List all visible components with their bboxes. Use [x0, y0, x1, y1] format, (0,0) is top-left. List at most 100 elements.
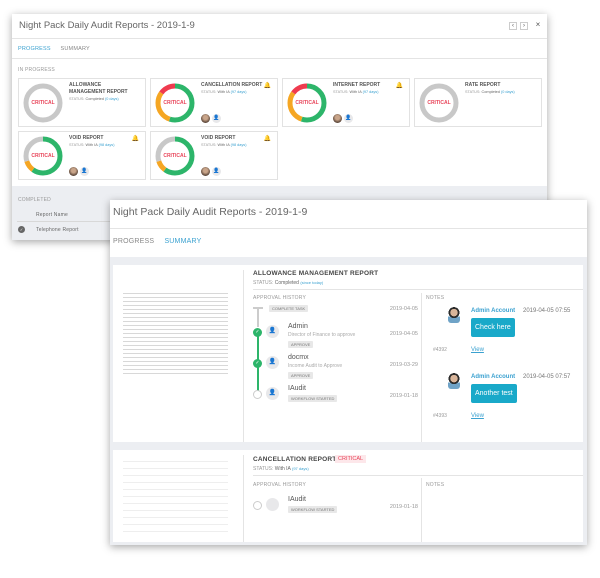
avatar — [201, 167, 210, 176]
note-id: #4393 — [433, 413, 447, 419]
status-badge: APPROVE — [288, 372, 314, 379]
progress-donut — [155, 136, 195, 176]
card-title: INTERNET REPORT STATUS: With IA (97 days… — [333, 82, 397, 96]
history-item: ✓ 👤 docmx Income Audit to Approve APPROVE… — [253, 354, 418, 379]
bell-icon[interactable]: 🔔 — [395, 83, 403, 89]
critical-label: CRITICAL — [163, 153, 187, 159]
history-user: docmx — [288, 354, 309, 361]
user-placeholder-icon: 👤 — [212, 114, 221, 123]
user-placeholder-icon: 👤 — [80, 167, 89, 176]
note-bubble: Another test — [471, 384, 517, 403]
status-badge: APPROVE — [288, 341, 314, 348]
chevron-right-icon[interactable]: › — [520, 22, 528, 30]
critical-label: CRITICAL — [31, 100, 55, 106]
user-avatar-icon: 👤 — [266, 325, 279, 338]
history-user: IAudit — [288, 385, 306, 392]
close-icon[interactable]: × — [535, 20, 541, 29]
card-status: STATUS: With IA (98 days) — [201, 143, 247, 147]
user-avatar — [266, 498, 279, 511]
user-avatar-icon: 👤 — [266, 356, 279, 369]
history-user: IAudit — [288, 496, 306, 503]
view-link[interactable]: View — [471, 347, 484, 353]
history-item: 👤 IAudit WORKFLOW STARTED 2019-01-18 — [253, 385, 418, 402]
history-date: 2019-01-18 — [389, 393, 418, 399]
history-date: 2019-03-29 — [389, 362, 418, 368]
report-card[interactable]: CRITICAL VOID REPORT STATUS: With IA (98… — [18, 131, 146, 180]
view-link[interactable]: View — [471, 413, 484, 419]
report-card[interactable]: CRITICAL INTERNET REPORT STATUS: With IA… — [282, 78, 410, 127]
progress-donut — [155, 83, 195, 123]
donut-segment-orange — [155, 83, 195, 123]
card-title: VOID REPORT STATUS: With IA (98 days) — [201, 135, 265, 149]
card-title: RATE REPORT STATUS: Completed (0 days) — [465, 82, 529, 96]
card-title: ALLOWANCE MANAGEMENT REPORT STATUS: Comp… — [69, 82, 133, 103]
note-item: Admin Account 2019-04-05 07:55 Check her… — [433, 307, 583, 367]
report-status: STATUS: Completed (since today) — [253, 280, 324, 286]
note-bubble: Check here — [471, 318, 515, 337]
history-item: IAudit WORKFLOW STARTED 2019-01-18 — [253, 496, 418, 513]
donut-segment-gray — [23, 136, 63, 176]
dialog-title: Night Pack Daily Audit Reports - 2019-1-… — [19, 20, 195, 31]
note-id: #4392 — [433, 347, 447, 353]
report-name: Telephone Report — [36, 227, 79, 233]
tab-progress[interactable]: PROGRESS — [18, 46, 51, 52]
history-item: COMPLETE TASK 2019-04-05 — [253, 305, 418, 319]
user-placeholder-icon: 👤 — [344, 114, 353, 123]
report-card-cancellation: CANCELLATION REPORT CRITICAL STATUS: Wit… — [113, 450, 583, 542]
status-badge: WORKFLOW STARTED — [288, 506, 338, 513]
bell-icon[interactable]: 🔔 — [131, 136, 139, 142]
history-date: 2019-04-05 — [389, 331, 418, 337]
history-desc: Income Audit to Approve — [288, 363, 343, 369]
note-author[interactable]: Admin Account — [471, 308, 516, 314]
bell-icon[interactable]: 🔔 — [263, 83, 271, 89]
notes-label: NOTES — [426, 482, 445, 488]
in-progress-label: IN PROGRESS — [18, 67, 55, 73]
note-time: 2019-04-05 07:55 — [523, 308, 571, 314]
report-title: CANCELLATION REPORT — [253, 456, 337, 463]
tab-progress[interactable]: PROGRESS — [113, 238, 155, 245]
card-status: STATUS: Completed (0 days) — [69, 97, 119, 101]
dialog-title: Night Pack Daily Audit Reports - 2019-1-… — [113, 206, 308, 218]
author-avatar — [448, 307, 460, 323]
card-title: VOID REPORT STATUS: With IA (98 days) — [69, 135, 133, 149]
report-thumbnail[interactable] — [123, 290, 228, 375]
history-item: ✓ 👤 Admin Director of Finance to approve … — [253, 323, 418, 348]
column-report-name: Report Name — [36, 212, 68, 218]
report-thumbnail[interactable] — [123, 455, 228, 535]
avatar — [333, 114, 342, 123]
donut-segment-gray — [23, 83, 63, 123]
avatar — [201, 114, 210, 123]
history-date: 2019-01-18 — [389, 504, 418, 510]
approval-history-label: APPROVAL HISTORY — [253, 482, 307, 488]
report-card[interactable]: CRITICAL RATE REPORT STATUS: Completed (… — [414, 78, 542, 127]
donut-segment-gray — [155, 136, 195, 176]
report-card-allowance: ALLOWANCE MANAGEMENT REPORT STATUS: Comp… — [113, 265, 583, 442]
report-card[interactable]: CRITICAL ALLOWANCE MANAGEMENT REPORT STA… — [18, 78, 146, 127]
tab-summary[interactable]: SUMMARY — [60, 46, 90, 52]
note-author[interactable]: Admin Account — [471, 374, 516, 380]
check-icon: ✓ — [253, 359, 262, 368]
donut-segment-red — [287, 83, 327, 123]
critical-label: CRITICAL — [31, 153, 55, 159]
progress-donut — [23, 136, 63, 176]
tab-summary[interactable]: SUMMARY — [164, 238, 202, 245]
bell-icon[interactable]: 🔔 — [263, 136, 271, 142]
status-badge: COMPLETE TASK — [269, 305, 309, 312]
critical-label: CRITICAL — [295, 100, 319, 106]
card-status: STATUS: With IA (98 days) — [69, 143, 115, 147]
donut-segment-gray — [419, 83, 459, 123]
approval-history-label: APPROVAL HISTORY — [253, 295, 307, 301]
report-card[interactable]: CRITICAL VOID REPORT STATUS: With IA (98… — [150, 131, 278, 180]
status-badge: WORKFLOW STARTED — [288, 395, 338, 402]
history-date: 2019-04-05 — [389, 306, 418, 312]
completed-label: COMPLETED — [18, 197, 51, 203]
card-status: STATUS: Completed (0 days) — [465, 90, 515, 94]
chevron-left-icon[interactable]: ‹ — [509, 22, 517, 30]
report-card[interactable]: CRITICAL CANCELLATION REPORT STATUS: Wit… — [150, 78, 278, 127]
check-circle-icon: ✓ — [18, 226, 25, 233]
notes-label: NOTES — [426, 295, 445, 301]
note-time: 2019-04-05 07:57 — [523, 374, 571, 380]
workflow-start-icon — [253, 501, 262, 510]
progress-donut — [287, 83, 327, 123]
summary-dialog: Night Pack Daily Audit Reports - 2019-1-… — [110, 200, 587, 545]
